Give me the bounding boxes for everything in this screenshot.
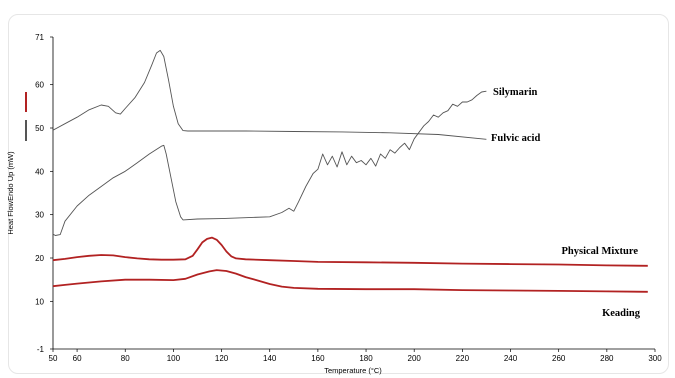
y-tick-label: 20 [35,254,44,263]
x-tick-label: 200 [408,354,422,363]
x-tick-label: 140 [263,354,277,363]
silymarin-label: Silymarin [493,87,537,98]
series-labels: Silymarin Fulvic acid Physical Mixture Kead… [491,87,641,319]
y-axis-title: Heat FlowEndo Up (mW) [6,151,15,235]
series-lines [52,49,648,293]
physical-mixture-curve [52,236,648,267]
fulvic-acid-curve [52,90,487,236]
y-tick-label: 10 [35,297,44,306]
legend-swatch-red [25,92,27,112]
x-tick-label: 100 [167,354,181,363]
y-tick-label: -1 [37,345,45,354]
physical-mixture-label: Physical Mixture [561,246,638,257]
x-axis-title: Temperature (°C) [324,366,382,375]
x-tick-label: 50 [49,354,58,363]
keading-curve [52,269,648,293]
x-tick-label: 240 [504,354,518,363]
x-tick-label: 280 [600,354,614,363]
x-tick-label: 80 [121,354,130,363]
fulvic-acid-label: Fulvic acid [491,133,540,144]
silymarin-curve [52,49,487,140]
x-tick-label: 180 [359,354,373,363]
x-tick-label: 120 [215,354,229,363]
x-tick-label: 260 [552,354,566,363]
x-tick-labels: 50 60 80 100 120 140 160 180 200 220 240 260 280 300 [49,349,662,363]
legend-swatch-gray [25,120,27,141]
chart-frame [8,14,669,374]
x-tick-label: 300 [648,354,662,363]
y-tick-label: 30 [35,211,44,220]
y-tick-label: 50 [35,124,44,133]
y-tick-labels: -1 10 20 30 40 50 60 71 [35,33,53,354]
y-tick-label: 40 [35,167,44,176]
x-tick-label: 160 [311,354,325,363]
y-tick-label: 60 [35,81,44,90]
y-tick-label: 71 [35,33,44,42]
x-tick-label: 220 [456,354,470,363]
x-tick-label: 60 [73,354,82,363]
keading-label: Keading [602,308,641,319]
